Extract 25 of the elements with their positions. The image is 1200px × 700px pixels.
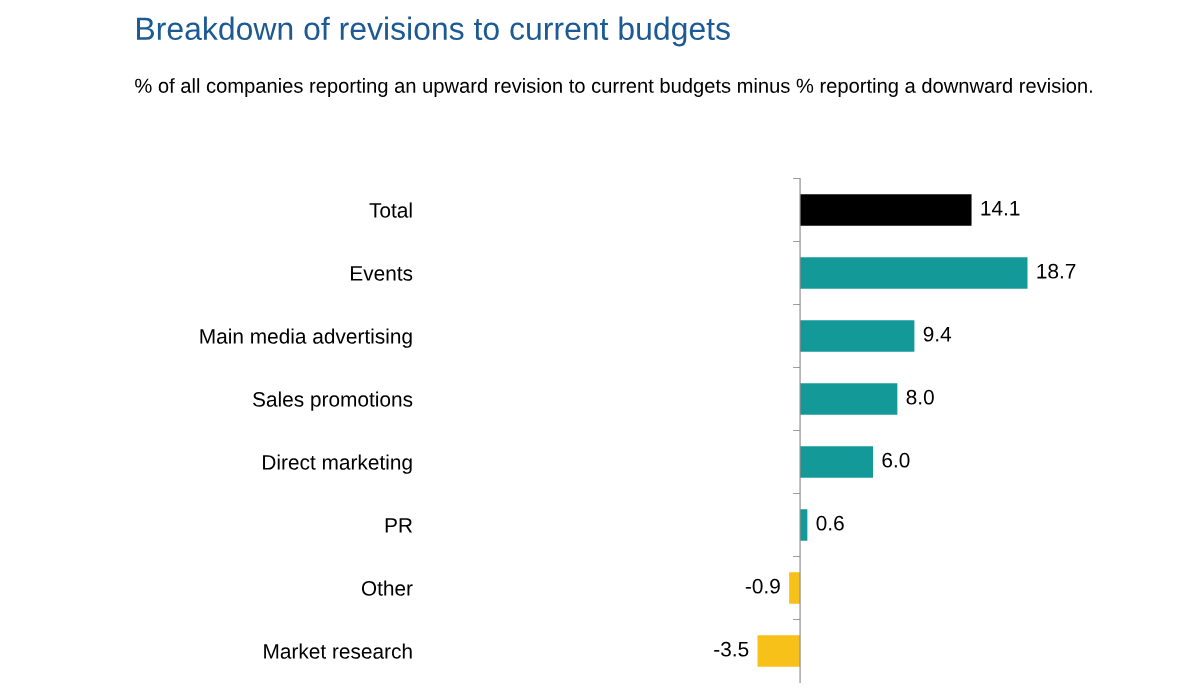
bar	[757, 635, 801, 667]
data-label: -3.5	[714, 641, 749, 657]
bar	[789, 572, 801, 604]
data-label: 6.0	[882, 452, 910, 468]
y-tick-label: Market research	[264, 643, 412, 659]
y-tick-label: PR	[385, 518, 413, 533]
y-tick-label: Total	[369, 202, 412, 218]
text: Breakdown of revisions to current budgets	[137, 16, 730, 47]
data-label: 8.0	[906, 389, 934, 405]
chart-subtitle: % of all companies reporting an upward revision to current budgets minus % reporting a downward revision.	[135, 78, 1092, 97]
data-label: 14.1	[981, 201, 1020, 216]
y-tick-label: Sales promotions	[253, 391, 413, 411]
y-tick-label: Events	[351, 266, 413, 281]
data-label: -0.9	[745, 578, 780, 594]
bar	[800, 194, 972, 226]
y-tick-label: Other	[361, 580, 413, 596]
bar	[800, 257, 1028, 289]
y-tick-label: Direct marketing	[263, 454, 412, 474]
bar	[800, 320, 915, 352]
data-label: 9.4	[923, 326, 952, 342]
bar	[800, 383, 898, 415]
bar	[800, 446, 874, 478]
y-tick-label: Main media advertising	[200, 328, 412, 348]
data-label: 18.7	[1037, 263, 1076, 279]
data-label: 0.6	[816, 515, 844, 531]
